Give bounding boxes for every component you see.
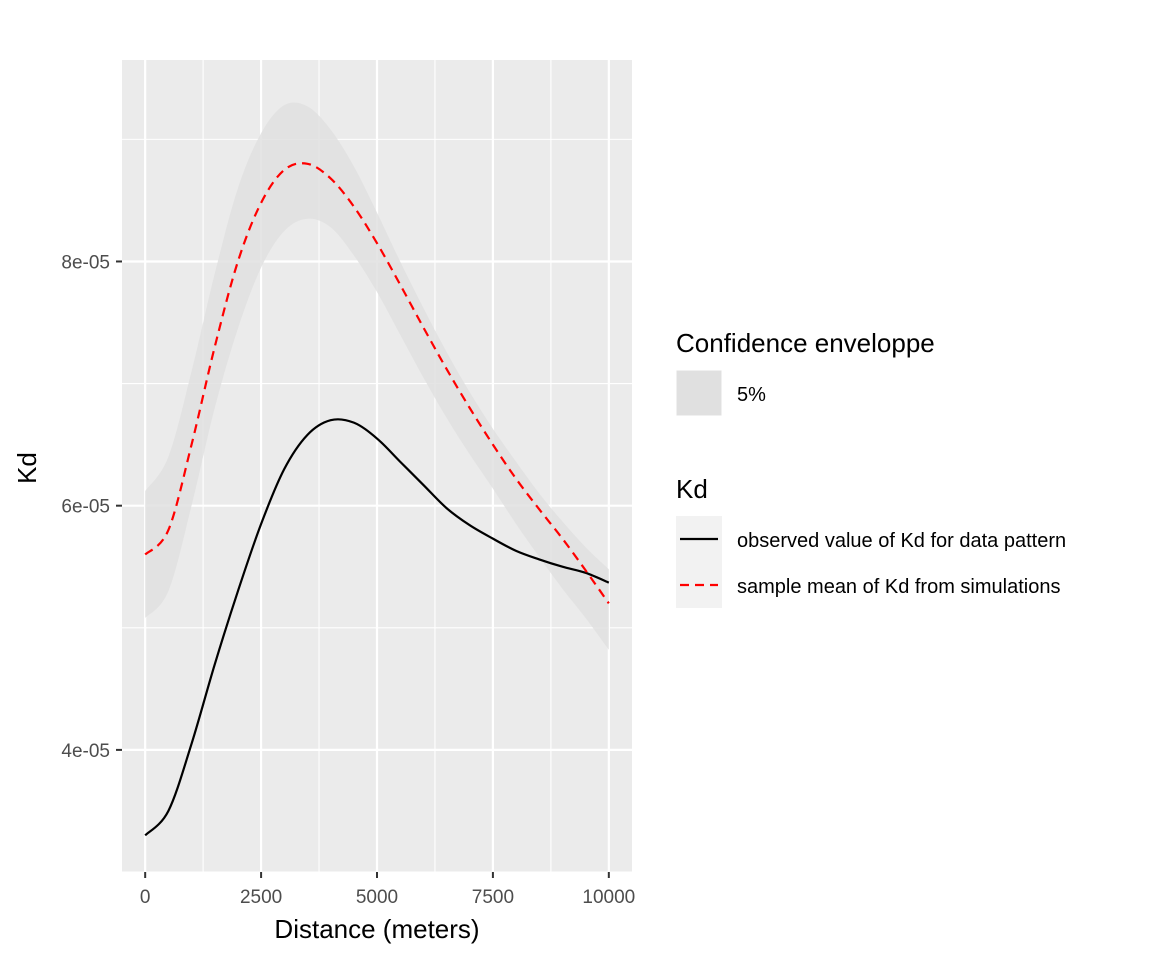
x-tick-label: 5000 [356,887,398,908]
legend-lines: Kd observed value of Kd for data pattern… [676,474,1066,608]
legend-simulated-label: sample mean of Kd from simulations [737,576,1060,598]
x-tick-label: 10000 [582,887,635,908]
x-tick-label: 0 [140,887,151,908]
confidence-envelope-layer [145,102,609,650]
x-tick-label: 2500 [240,887,282,908]
legend-envelope-label: 5% [737,384,766,406]
y-tick-label: 6e-05 [61,497,110,518]
major-grid [122,60,632,872]
legend-lines-title: Kd [676,474,708,504]
x-axis-title: Distance (meters) [274,914,479,944]
observed-kd-line [144,418,610,837]
y-tick-label: 4e-05 [61,741,110,762]
x-tick-label: 7500 [472,887,514,908]
simulated-mean-kd-line [144,162,610,605]
legend-envelope-key [675,369,723,417]
legend-envelope-title: Confidence enveloppe [676,328,935,358]
x-axis: 0 2500 5000 7500 10000 [140,872,635,908]
y-axis-title: Kd [12,452,42,484]
legend-envelope: Confidence enveloppe 5% [675,328,935,417]
confidence-envelope-band [145,102,609,650]
y-axis: 4e-05 6e-05 8e-05 [61,252,122,762]
series-lines-layer [144,162,610,837]
y-tick-label: 8e-05 [61,252,110,273]
legend-observed-label: observed value of Kd for data pattern [737,530,1066,552]
